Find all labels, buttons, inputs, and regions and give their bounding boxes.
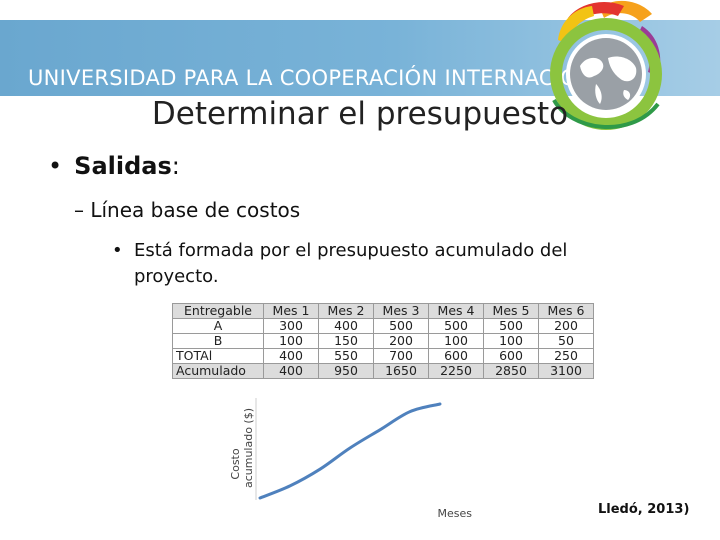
table-header: Entregable <box>172 303 264 319</box>
table-cell: 950 <box>318 363 374 379</box>
y-axis-label: acumulado ($) <box>242 408 255 488</box>
table-cell: 300 <box>263 318 319 334</box>
table-header: Mes 2 <box>318 303 374 319</box>
citation: Lledó, 2013) <box>598 502 690 517</box>
bullet-dot-icon: • <box>48 152 63 180</box>
university-name: UNIVERSIDAD PARA LA COOPERACIÓN INTERNAC… <box>28 66 620 90</box>
table-cell: 400 <box>263 363 319 379</box>
table-cell: B <box>172 333 264 349</box>
table-cell: 400 <box>263 348 319 364</box>
table-cell: 100 <box>428 333 484 349</box>
table-cell: 400 <box>318 318 374 334</box>
table-cell: 550 <box>318 348 374 364</box>
bullet-level-3: • Está formada por el presupuesto acumul… <box>112 238 632 290</box>
table-cell: 3100 <box>538 363 594 379</box>
table-row-total: TOTAl 400 550 700 600 600 250 <box>172 348 594 364</box>
table-cell: 700 <box>373 348 429 364</box>
table-cell: 2850 <box>483 363 539 379</box>
table-cell: 600 <box>428 348 484 364</box>
table-header: Mes 5 <box>483 303 539 319</box>
table-cell: 500 <box>483 318 539 334</box>
table-cell: 50 <box>538 333 594 349</box>
table-cell: 500 <box>373 318 429 334</box>
slide-title: Determinar el presupuesto <box>151 96 569 132</box>
table-header: Mes 6 <box>538 303 594 319</box>
table-cell: Acumulado <box>172 363 264 379</box>
bullet-dot-icon: • <box>112 240 123 261</box>
table-row-cumulative: Acumulado 400 950 1650 2250 2850 3100 <box>172 363 594 379</box>
table-header: Mes 3 <box>373 303 429 319</box>
cost-table: Entregable Mes 1 Mes 2 Mes 3 Mes 4 Mes 5… <box>172 303 594 379</box>
table-row: A 300 400 500 500 500 200 <box>172 318 594 334</box>
outputs-label: Salidas <box>74 152 172 180</box>
cost-baseline-chart: Costo acumulado ($) Meses <box>229 398 473 520</box>
table-cell: 500 <box>428 318 484 334</box>
table-header: Mes 4 <box>428 303 484 319</box>
table-header-row: Entregable Mes 1 Mes 2 Mes 3 Mes 4 Mes 5… <box>172 303 594 319</box>
bullet-level-1: • Salidas: <box>48 152 180 180</box>
table-cell: 250 <box>538 348 594 364</box>
table-cell: TOTAl <box>172 348 264 364</box>
table-row: B 100 150 200 100 100 50 <box>172 333 594 349</box>
table-cell: 600 <box>483 348 539 364</box>
series-line <box>258 402 442 500</box>
table-header: Mes 1 <box>263 303 319 319</box>
table-cell: 2250 <box>428 363 484 379</box>
university-logo <box>550 0 662 130</box>
y-axis-label: Costo <box>229 448 242 479</box>
table-cell: 150 <box>318 333 374 349</box>
table-cell: 100 <box>263 333 319 349</box>
x-axis-label: Meses <box>438 507 473 520</box>
table-cell: A <box>172 318 264 334</box>
table-cell: 100 <box>483 333 539 349</box>
bullet-level-2: – Línea base de costos <box>74 198 301 222</box>
outputs-colon: : <box>171 152 180 180</box>
bullet-level-3-text: Está formada por el presupuesto acumulad… <box>134 240 568 287</box>
table-cell: 1650 <box>373 363 429 379</box>
table-cell: 200 <box>538 318 594 334</box>
table-cell: 200 <box>373 333 429 349</box>
